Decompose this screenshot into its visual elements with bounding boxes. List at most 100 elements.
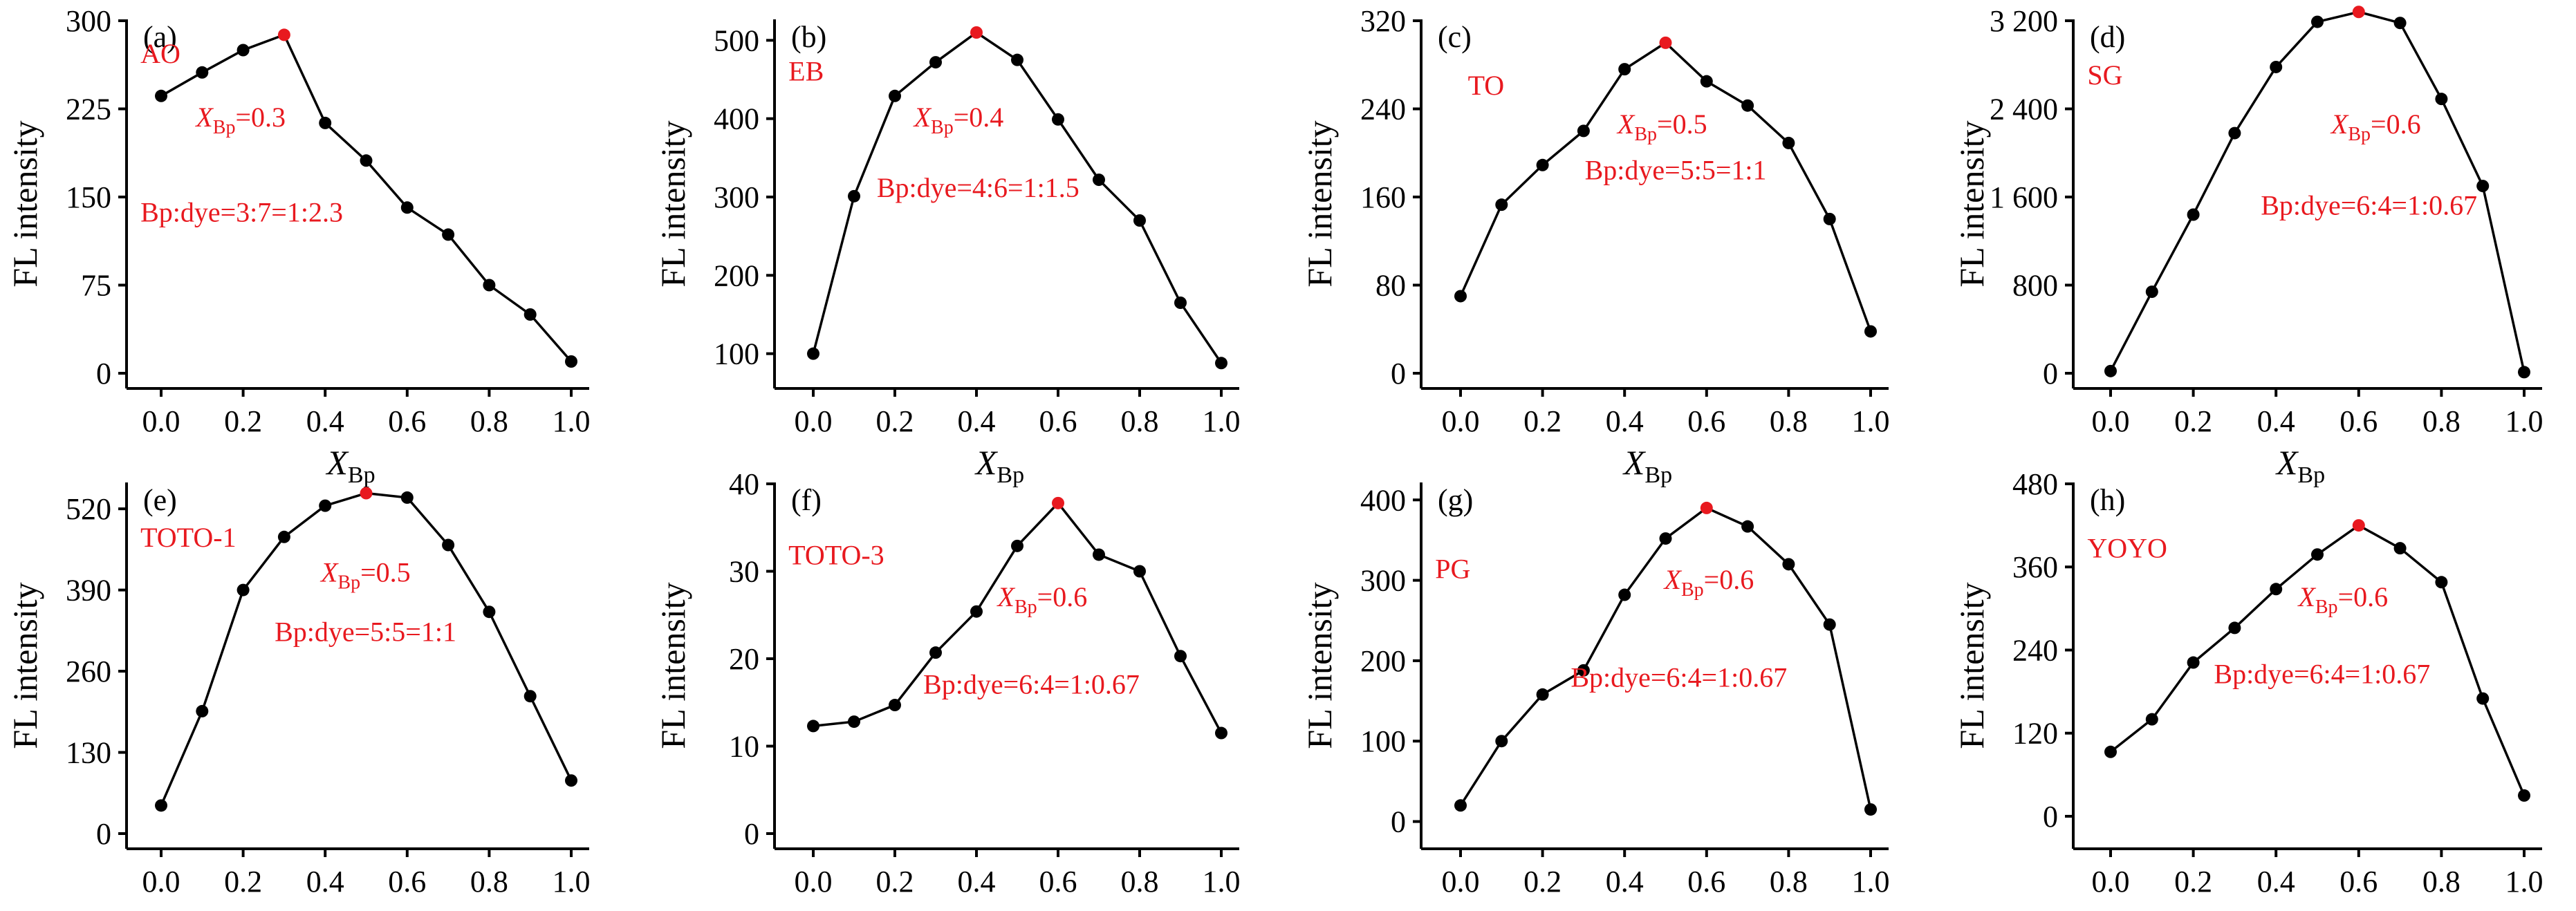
data-point — [155, 799, 167, 812]
data-point — [2476, 692, 2490, 705]
x-tick-label: 0.2 — [2174, 404, 2212, 438]
y-tick-label: 0 — [1391, 805, 1406, 839]
data-point — [848, 189, 860, 203]
x-axis-label: XBp — [325, 903, 375, 908]
y-axis-label: FL intensity — [1952, 120, 1991, 287]
x-bp-annotation: XBp=0.6 — [2297, 581, 2388, 618]
data-point — [565, 774, 577, 787]
chart-panel-c: 0.0 0.2 0.4 0.6 0.8 1.0 0 80 160 240 320 FL intensi… — [1300, 4, 1890, 488]
chart-panel-b: 0.0 0.2 0.4 0.6 0.8 1.0 100 200 300 400 500 FL inte… — [654, 19, 1241, 488]
x-tick-label: 0.2 — [224, 865, 262, 899]
data-point — [1864, 325, 1877, 338]
y-tick-label: 40 — [729, 467, 759, 501]
data-point — [1659, 532, 1672, 545]
data-point — [1700, 75, 1713, 88]
x-tick-label: 0.0 — [1442, 404, 1480, 438]
y-tick-label: 150 — [66, 180, 111, 214]
data-point — [1536, 158, 1549, 171]
dye-label: SG — [2087, 59, 2122, 91]
data-point — [1618, 588, 1631, 601]
x-tick-label: 0.4 — [2257, 865, 2295, 899]
x-axis-label: XBp — [325, 443, 375, 488]
data-point — [565, 355, 577, 368]
data-point — [929, 56, 942, 69]
ratio-annotation: Bp:dye=6:4=1:0.67 — [2214, 658, 2430, 689]
chart-panel-a: 0.0 0.2 0.4 0.6 0.8 1.0 0 75 150 225 300 FL intensi… — [6, 4, 591, 488]
dye-label: TOTO-1 — [140, 522, 237, 553]
x-tick-label: 0.2 — [1523, 404, 1562, 438]
data-point — [2476, 180, 2490, 193]
y-tick-label: 225 — [66, 93, 111, 126]
panel-label: (e) — [143, 483, 177, 517]
y-tick-label: 400 — [714, 102, 759, 136]
data-point — [2393, 542, 2407, 555]
y-tick-label: 0 — [744, 817, 759, 851]
dye-label: AO — [140, 38, 180, 69]
dye-label: TOTO-3 — [788, 539, 884, 570]
data-point — [1215, 357, 1227, 370]
x-tick-label: 1.0 — [2505, 404, 2543, 438]
x-tick-label: 0.2 — [876, 865, 914, 899]
y-tick-label: 500 — [714, 24, 759, 57]
y-tick-label: 30 — [729, 555, 759, 589]
x-tick-label: 0.4 — [2257, 404, 2295, 438]
y-tick-label: 0 — [2043, 800, 2058, 834]
x-tick-label: 0.4 — [1606, 404, 1644, 438]
y-axis-label: FL intensity — [1952, 582, 1991, 749]
x-tick-label: 0.6 — [1687, 404, 1725, 438]
data-point — [1618, 63, 1631, 76]
x-tick-label: 0.6 — [388, 404, 426, 438]
data-point — [1174, 297, 1187, 309]
y-tick-label: 0 — [1391, 357, 1406, 391]
y-tick-label: 20 — [729, 642, 759, 676]
x-bp-annotation: XBp=0.4 — [913, 102, 1004, 138]
data-point — [196, 704, 209, 717]
data-point-max — [970, 26, 983, 39]
y-tick-label: 130 — [66, 736, 111, 770]
data-point — [1577, 124, 1590, 138]
data-point — [807, 720, 819, 733]
chart-panel-g: 0.0 0.2 0.4 0.6 0.8 1.0 0 100 200 300 400 FL intens… — [1300, 482, 1890, 911]
x-tick-label: 0.4 — [306, 865, 344, 899]
ratio-annotation: Bp:dye=4:6=1:1.5 — [877, 172, 1079, 203]
x-axis-label: XBp — [1622, 443, 1672, 488]
data-point — [1741, 520, 1754, 533]
data-point-max — [1700, 501, 1713, 514]
x-tick-label: 0.6 — [2339, 404, 2378, 438]
x-tick-label: 0.0 — [142, 404, 180, 438]
data-point — [2145, 285, 2158, 299]
data-point — [442, 538, 455, 552]
x-tick-label: 0.6 — [2339, 865, 2378, 899]
x-tick-label: 1.0 — [553, 404, 591, 438]
y-tick-label: 320 — [1360, 4, 1406, 38]
x-tick-label: 0.8 — [470, 865, 508, 899]
x-tick-label: 0.0 — [2092, 865, 2130, 899]
data-point — [970, 605, 983, 618]
y-tick-label: 1 600 — [1990, 180, 2058, 214]
x-tick-label: 0.8 — [1770, 404, 1808, 438]
data-point — [155, 89, 167, 102]
y-tick-label: 80 — [1375, 269, 1406, 303]
x-bp-annotation: XBp=0.6 — [2330, 109, 2421, 145]
y-tick-label: 300 — [66, 4, 111, 38]
ratio-annotation: Bp:dye=5:5=1:1 — [275, 617, 456, 648]
data-point — [1174, 650, 1187, 663]
y-tick-label: 2 400 — [1990, 93, 2058, 126]
y-axis-label: FL intensity — [6, 120, 44, 287]
x-tick-label: 1.0 — [1203, 865, 1241, 899]
x-bp-annotation: XBp=0.6 — [1663, 564, 1754, 601]
data-point — [1741, 99, 1754, 112]
y-tick-label: 480 — [2012, 467, 2058, 501]
data-point — [1823, 618, 1836, 631]
y-tick-label: 200 — [1360, 644, 1406, 678]
data-point — [319, 499, 332, 512]
y-axis-label: FL intensity — [654, 582, 692, 749]
x-tick-label: 0.0 — [795, 865, 833, 899]
data-point — [1782, 558, 1795, 571]
y-tick-label: 300 — [714, 180, 759, 214]
y-tick-label: 160 — [1360, 180, 1406, 214]
y-tick-label: 240 — [1360, 93, 1406, 126]
x-tick-label: 1.0 — [1203, 404, 1241, 438]
ratio-annotation: Bp:dye=6:4=1:0.67 — [923, 669, 1140, 700]
